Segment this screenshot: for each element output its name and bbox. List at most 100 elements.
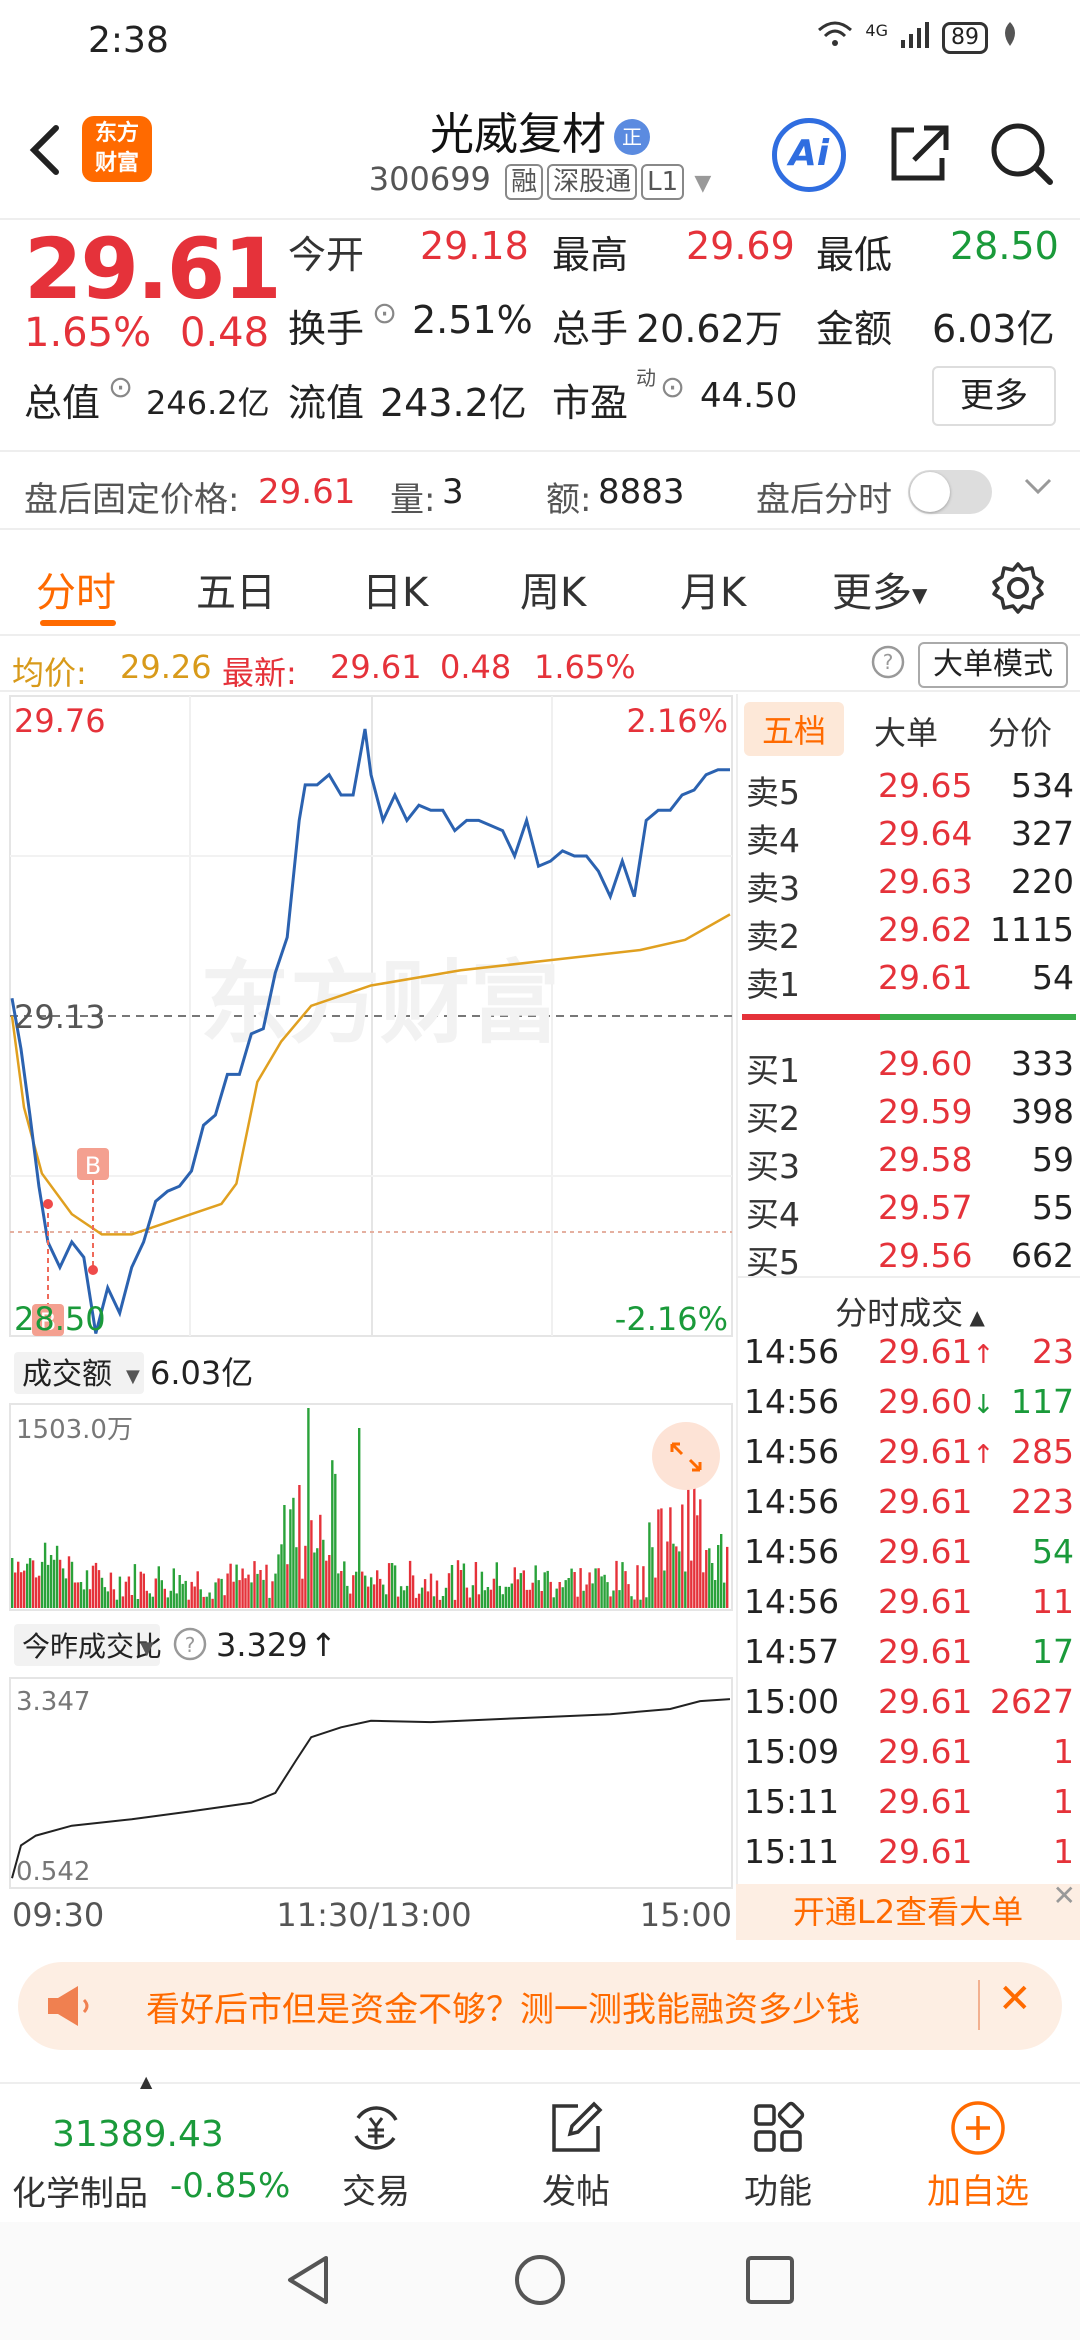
tab-monthly-k[interactable]: 月K — [680, 570, 747, 616]
open-l2-label: 开通L2查看大单 — [792, 1893, 1024, 1931]
volume-total: 6.03亿 — [150, 1354, 253, 1392]
promo-banner[interactable]: 看好后市但是资金不够？测一测我能融资多少钱 ✕ — [18, 1962, 1062, 2050]
volume-bar — [11, 1558, 14, 1608]
change-percent: 1.65% — [24, 310, 152, 356]
nav-back-icon[interactable] — [282, 2252, 332, 2312]
tab-intraday[interactable]: 分时 — [36, 570, 116, 616]
more-button[interactable]: 更多 — [932, 366, 1056, 426]
tab-daily-k[interactable]: 日K — [362, 570, 429, 616]
volume-bar — [696, 1515, 699, 1608]
settings-button[interactable] — [990, 560, 1046, 626]
help-icon[interactable] — [173, 1627, 207, 1661]
volume-bar — [112, 1589, 116, 1608]
intraday-chart[interactable]: 东方财富 B B 29.76 29.13 28.50 2.16% -2.16% … — [0, 694, 736, 1934]
index-name[interactable]: 化学制品 — [12, 2174, 148, 2214]
tab-more[interactable]: 更多▼ — [832, 560, 927, 618]
volume-bar — [94, 1562, 98, 1608]
volume-bar — [489, 1589, 493, 1608]
ticks-header[interactable]: 分时成交 ▲ — [738, 1288, 1080, 1334]
volume-bar — [202, 1596, 205, 1608]
volume-bar — [346, 1585, 349, 1608]
volume-bar — [238, 1580, 241, 1608]
volume-bar — [154, 1578, 157, 1608]
after-hours-toggle[interactable] — [908, 470, 992, 514]
tab-price-dist[interactable]: 分价 — [988, 714, 1053, 752]
open-l2-button[interactable]: 开通L2查看大单 ✕ — [736, 1879, 1080, 1940]
volume-bar — [190, 1581, 193, 1608]
tick-time: 15:09 — [744, 1732, 840, 1771]
tick-time: 14:56 — [744, 1432, 840, 1471]
volume-bar — [328, 1555, 331, 1608]
info-icon[interactable]: ⊙ — [372, 296, 398, 331]
nav-post[interactable]: 发帖 — [506, 2098, 646, 2213]
bid-label: 买5 — [746, 1243, 800, 1282]
buy-marker-2[interactable] — [77, 1148, 109, 1180]
share-button[interactable] — [884, 116, 954, 190]
tick-volume: 1 — [1053, 1782, 1074, 1821]
volume-bar — [402, 1590, 406, 1608]
tab-five-day[interactable]: 五日 — [196, 570, 276, 616]
nav-functions[interactable]: 功能 — [708, 2098, 848, 2213]
volume-bar — [109, 1572, 113, 1608]
buy-marker-1[interactable] — [32, 1304, 64, 1336]
help-icon[interactable]: ? — [870, 644, 906, 688]
last-change: 0.48 — [440, 648, 512, 686]
caret-up-icon: ▲ — [963, 1305, 985, 1329]
volume-label: 总手 — [552, 307, 629, 351]
volume-bar — [513, 1567, 516, 1608]
volume-bar — [331, 1460, 334, 1608]
tab-weekly-k[interactable]: 周K — [520, 570, 587, 616]
tab-big-orders[interactable]: 大单 — [874, 714, 939, 752]
info-icon[interactable]: ⊙ — [660, 370, 686, 405]
chevron-down-icon[interactable] — [1020, 468, 1056, 513]
expand-button[interactable] — [652, 1422, 720, 1490]
ai-button[interactable]: Ai — [772, 118, 846, 192]
nav-home-icon[interactable] — [512, 2252, 568, 2312]
ask-price: 29.61 — [878, 958, 973, 997]
volume-bar — [88, 1589, 92, 1608]
volume-bar — [669, 1507, 672, 1608]
promo-text: 看好后市但是资金不够？测一测我能融资多少钱 — [146, 1990, 860, 2030]
app-logo[interactable]: 东方 财富 — [82, 116, 152, 182]
volume-bar — [438, 1599, 442, 1608]
nav-trade[interactable]: 交易 — [306, 2098, 446, 2213]
order-book: 五档 大单 分价 卖5 29.65 534 卖4 29.64 327 卖3 29.63 22… — [736, 694, 1080, 1934]
ask-row: 卖2 29.62 1115 — [738, 910, 1080, 958]
volume-bar — [58, 1559, 62, 1608]
volume-bar — [450, 1565, 454, 1608]
ratio-bottom-label: 0.542 — [16, 1857, 90, 1887]
volume-bar — [699, 1499, 702, 1608]
expand-icon — [670, 1442, 702, 1472]
close-icon[interactable]: ✕ — [1052, 1879, 1076, 1912]
mcap-label: 总值 — [24, 381, 101, 425]
volume-bar — [561, 1587, 564, 1608]
volume-bar — [630, 1596, 633, 1608]
back-button[interactable] — [20, 110, 70, 190]
volume-bar — [726, 1546, 729, 1608]
volume-bar — [510, 1583, 513, 1608]
search-button[interactable] — [986, 116, 1056, 190]
ratio-value: 3.329 — [216, 1626, 308, 1664]
tick-row: 14:57 29.61 17 — [738, 1632, 1080, 1682]
volume-bar — [40, 1561, 44, 1608]
volume-bar — [199, 1589, 202, 1608]
close-icon[interactable]: ✕ — [998, 1976, 1032, 2022]
volume-bar — [708, 1548, 711, 1608]
ask-row: 卖1 29.61 54 — [738, 958, 1080, 1006]
index-value[interactable]: 31389.43 — [52, 2114, 224, 2155]
stock-title[interactable]: 光威复材正 — [0, 98, 1080, 162]
tab-level5[interactable]: 五档 — [744, 702, 845, 756]
big-order-mode-button[interactable]: 大单模式 — [918, 642, 1068, 688]
stock-subtitle[interactable]: 300699 融深股通 L1 ▼ — [0, 160, 1080, 200]
volume-bar — [486, 1587, 490, 1608]
nav-add-watchlist[interactable]: 加自选 — [908, 2098, 1048, 2213]
volume-selector[interactable] — [14, 1352, 144, 1394]
stock-header: 东方 财富 光威复材正 300699 融深股通 L1 ▼ Ai — [0, 80, 1080, 220]
caret-down-icon: ▼ — [912, 583, 928, 607]
ratio-selector[interactable] — [14, 1624, 160, 1666]
info-icon[interactable]: ⊙ — [108, 370, 134, 405]
volume-bar — [247, 1574, 250, 1608]
tag-margin: 融 — [505, 164, 544, 200]
amount-label: 金额 — [816, 307, 893, 351]
nav-recents-icon[interactable] — [744, 2254, 796, 2310]
